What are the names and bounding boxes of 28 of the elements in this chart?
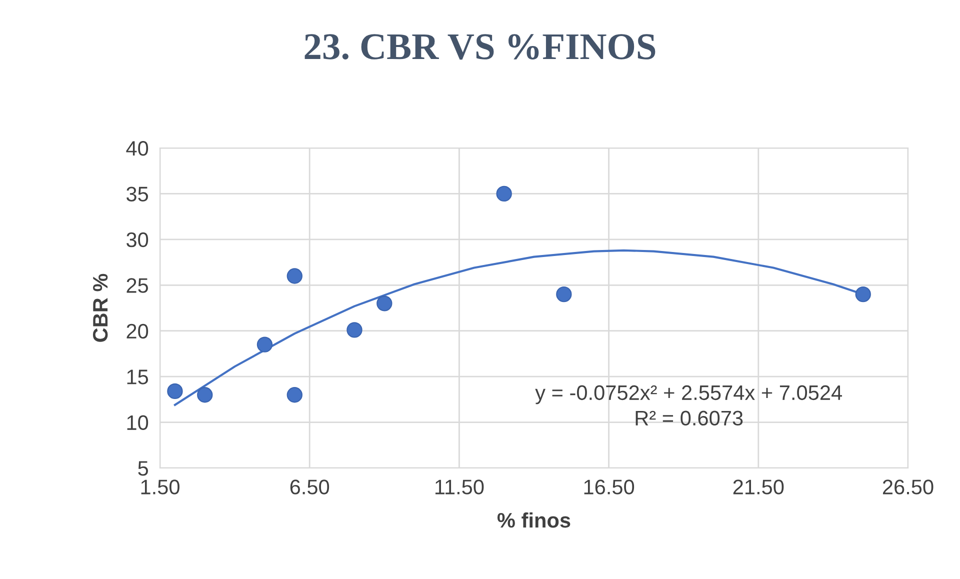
y-tick-label: 25 — [126, 278, 148, 293]
point — [197, 387, 213, 403]
y-tick-label: 35 — [126, 186, 148, 202]
point — [556, 286, 572, 302]
y-tick-label: 40 — [126, 141, 148, 156]
x-tick-label: 6.50 — [290, 480, 330, 494]
x-tick-label: 16.50 — [584, 480, 634, 494]
point — [286, 387, 302, 403]
x-tick-label: 11.50 — [435, 480, 484, 494]
point — [256, 336, 273, 352]
point — [167, 383, 183, 400]
point — [496, 186, 512, 202]
annotation: y = -0.0752x² + 2.5574x + 7.0524 R² = 0.6073 — [535, 385, 842, 426]
x-axis-title: % finos — [497, 512, 570, 528]
y-tick-label: 20 — [126, 324, 148, 339]
x-tick-label: 21.50 — [733, 480, 784, 494]
y-tick-label: 15 — [127, 370, 148, 384]
x-tick-label: 26.50 — [882, 480, 934, 494]
chart-title: 23. CBR VS %FINOS — [304, 34, 656, 60]
point — [346, 322, 362, 338]
y-tick-label: 30 — [126, 232, 148, 248]
point — [855, 286, 871, 302]
x-tick-label: 1.50 — [141, 480, 180, 494]
point — [376, 296, 392, 312]
point — [286, 268, 302, 284]
y-tick-label: 10 — [127, 415, 148, 430]
y-axis-title: CBR % — [92, 274, 108, 342]
y-tick-label: 5 — [138, 461, 148, 476]
